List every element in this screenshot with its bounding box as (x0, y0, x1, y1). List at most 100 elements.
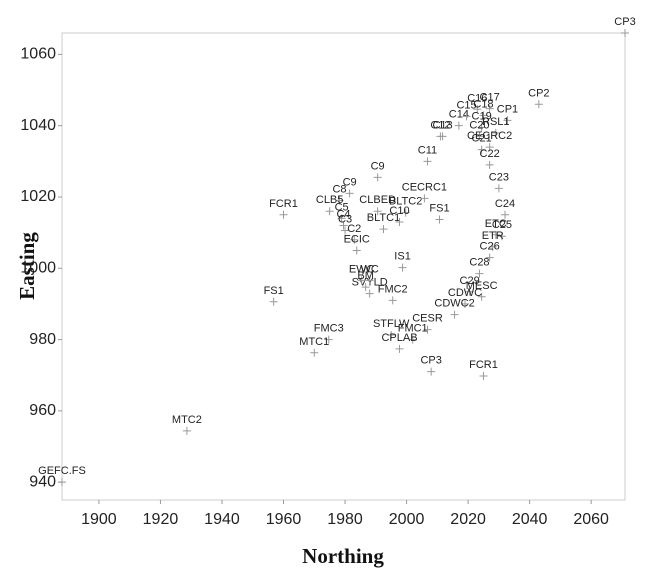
y-tick-label: 1060 (20, 46, 56, 63)
point (335, 196, 344, 205)
point-label: BLTC2 (389, 196, 422, 208)
point (345, 189, 354, 198)
point (491, 230, 500, 239)
point-label: ETC (485, 218, 507, 230)
point-label: C18 (473, 98, 493, 110)
point-label: CP3 (420, 355, 441, 367)
y-tick-label: 1000 (20, 260, 56, 277)
point-label: FCR1 (269, 198, 298, 210)
point (310, 348, 319, 357)
point-label: C26 (480, 241, 500, 253)
y-tick-label: 980 (29, 331, 56, 348)
point (388, 296, 397, 305)
point (373, 173, 382, 182)
point-label: C5 (335, 201, 349, 213)
point (58, 478, 66, 487)
point-label: C8 (332, 184, 346, 196)
point (401, 208, 410, 217)
point-label: ETR (482, 230, 504, 242)
point-label: CDWC (448, 287, 482, 299)
point-label: C13 (432, 119, 452, 131)
point-label: C16 (467, 92, 487, 104)
point-label: MTC1 (299, 336, 329, 348)
x-tick-label: 2020 (450, 511, 486, 528)
point-label: CESR (412, 313, 443, 325)
point-label: CECRC1 (402, 181, 447, 193)
point-label: IS1 (394, 251, 411, 263)
point (365, 276, 374, 285)
point-label: CPLAB (381, 332, 417, 344)
point (479, 371, 488, 380)
point-label: C19 (472, 110, 492, 122)
point (423, 325, 432, 334)
point-label: STFLW (373, 318, 410, 330)
point-label: C9 (371, 160, 385, 172)
point (324, 335, 333, 344)
point-label: C25 (492, 219, 512, 231)
x-tick-label: 1900 (81, 511, 117, 528)
point (325, 207, 334, 216)
point (398, 263, 407, 272)
point (352, 246, 361, 255)
point-label: C23 (489, 171, 509, 183)
point (465, 287, 474, 296)
y-axis-title: Easting (15, 232, 39, 300)
point-label: FMC1 (398, 323, 428, 335)
point (436, 132, 445, 141)
y-tick-label: 960 (29, 402, 56, 419)
point (485, 104, 494, 113)
point-label: C28 (469, 257, 489, 269)
y-tick-label: 940 (29, 473, 56, 490)
point (485, 160, 494, 169)
point-label: GEFC.FS (38, 465, 86, 477)
point-label: RSL1 (482, 116, 510, 128)
point (501, 210, 510, 219)
point-label: CLBED (359, 194, 396, 206)
point-label: C17 (480, 92, 500, 104)
point-label: CLB5 (316, 194, 344, 206)
point (373, 207, 382, 216)
point (485, 143, 494, 152)
point (477, 292, 486, 301)
x-tick-label: 2000 (389, 511, 425, 528)
point (395, 217, 404, 226)
y-tick-label: 1020 (20, 188, 56, 205)
point (420, 194, 429, 203)
point-label: BLTC1 (367, 212, 400, 224)
point-label: C29 (460, 275, 480, 287)
x-tick-label: 1960 (266, 511, 302, 528)
point-label: FMC2 (378, 283, 408, 295)
x-tick-label: 1980 (327, 511, 363, 528)
point-label: C12 (430, 119, 450, 131)
point (491, 128, 500, 137)
point (473, 105, 482, 114)
point (427, 367, 436, 376)
point (461, 299, 470, 308)
point (339, 221, 348, 230)
point-label: CDWC2 (434, 298, 474, 310)
point (279, 210, 288, 219)
x-tick-label: 2060 (573, 511, 609, 528)
point (379, 225, 388, 234)
plot-frame (61, 32, 626, 501)
point (503, 116, 512, 125)
point-label: C9 (343, 176, 357, 188)
point-label: CP3 (614, 16, 635, 28)
point (497, 232, 506, 241)
point-label: C15 (456, 99, 476, 111)
point (408, 335, 417, 344)
x-axis-title: Northing (302, 544, 384, 568)
point (454, 121, 463, 130)
point-label: C20 (469, 119, 489, 131)
point (365, 289, 374, 298)
point (475, 132, 484, 141)
point-label: C2 (347, 223, 361, 235)
point-label: C22 (480, 148, 500, 160)
point (387, 330, 396, 339)
point (423, 157, 432, 166)
y-tick-label: 1040 (20, 117, 56, 134)
point (479, 111, 488, 120)
point-label: C3 (338, 213, 352, 225)
point-label: CP1 (497, 103, 518, 115)
